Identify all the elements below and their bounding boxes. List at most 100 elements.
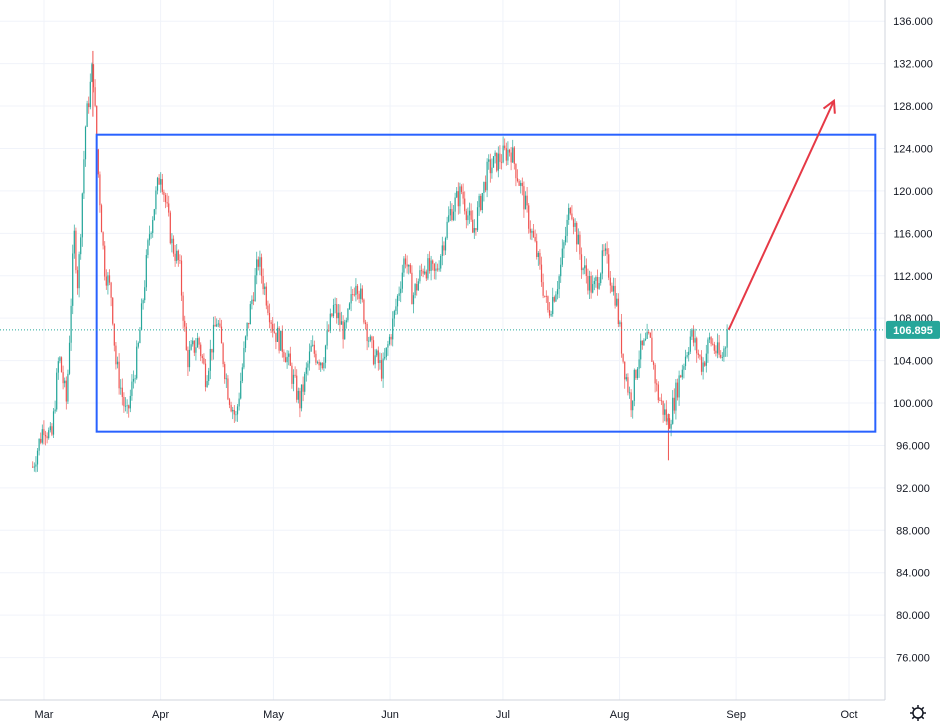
- candle-body: [150, 232, 152, 235]
- candle-body: [664, 409, 666, 415]
- candle-body: [507, 149, 509, 161]
- candle-body: [297, 390, 299, 400]
- candle-body: [628, 392, 631, 394]
- candle-body: [259, 257, 261, 267]
- x-axis-ticks[interactable]: Mar Apr May Jun Jul Aug Sep Oct: [35, 709, 858, 721]
- gear-icon[interactable]: [912, 707, 924, 719]
- candle-body: [403, 258, 405, 273]
- candle-body: [120, 387, 122, 389]
- y-tick-label: 104.000: [893, 356, 933, 368]
- candle-body: [216, 324, 218, 327]
- candle-body: [121, 387, 123, 397]
- candle-body: [310, 345, 312, 352]
- candle-body: [561, 248, 563, 265]
- candle-body: [291, 365, 293, 384]
- candle-body: [51, 426, 53, 435]
- candle-body: [294, 374, 296, 376]
- candle-body: [289, 353, 291, 366]
- candle-body: [547, 296, 549, 311]
- candle-body: [718, 342, 720, 355]
- candle-body: [470, 210, 472, 220]
- annotations[interactable]: [95, 98, 877, 433]
- candle-body: [328, 330, 330, 332]
- candle-body: [526, 195, 528, 206]
- candle-body: [168, 203, 170, 213]
- range-box[interactable]: [95, 133, 877, 433]
- candle-body: [585, 265, 587, 276]
- candle-body: [643, 340, 645, 346]
- candle-body: [475, 228, 477, 231]
- candle-body: [555, 294, 557, 302]
- candle-body: [225, 378, 227, 380]
- candle-body: [393, 311, 395, 319]
- candle-body: [350, 294, 352, 304]
- candle-body: [568, 207, 570, 220]
- candle-body: [657, 384, 659, 401]
- candle-body: [635, 369, 637, 379]
- candle-body: [44, 435, 47, 437]
- x-tick-label: Aug: [610, 709, 630, 721]
- candle-body: [238, 398, 240, 407]
- candle-body: [406, 264, 408, 267]
- candle-body: [427, 258, 429, 279]
- candle-body: [612, 285, 615, 292]
- candle-body: [473, 228, 475, 233]
- candle-body: [80, 237, 82, 255]
- candle-body: [320, 362, 322, 366]
- candle-body: [606, 248, 608, 255]
- x-tick-label: May: [263, 709, 284, 721]
- candle-body: [70, 305, 72, 343]
- candle-body: [558, 276, 560, 290]
- candle-body: [409, 264, 411, 273]
- candle-body: [147, 240, 149, 255]
- candle-body: [118, 361, 120, 389]
- y-tick-label: 76.000: [896, 653, 930, 665]
- candle-body: [208, 370, 210, 382]
- candle-body: [512, 147, 514, 163]
- candle-body: [275, 332, 277, 342]
- y-tick-label: 84.000: [896, 568, 930, 580]
- candle-body: [524, 195, 527, 210]
- candle-body: [49, 426, 51, 431]
- candle-body: [425, 271, 427, 279]
- settings-button[interactable]: [910, 705, 926, 721]
- candle-body: [140, 303, 143, 330]
- candle-body: [379, 360, 381, 364]
- candle-body: [436, 268, 439, 270]
- x-tick-label: Mar: [35, 709, 54, 721]
- y-tick-label: 124.000: [893, 143, 933, 155]
- candle-body: [382, 358, 384, 379]
- candle-body: [704, 362, 706, 366]
- candle-body: [633, 369, 635, 401]
- candle-body: [198, 338, 200, 345]
- candle-body: [228, 399, 231, 405]
- candle-body: [356, 285, 359, 294]
- candle-body: [88, 103, 90, 108]
- trend-arrow[interactable]: [727, 100, 835, 331]
- candle-body: [385, 347, 387, 357]
- candle-body: [196, 338, 199, 348]
- candle-body: [241, 367, 243, 381]
- candle-body: [172, 238, 175, 254]
- candle-body: [230, 404, 232, 412]
- y-tick-label: 116.000: [894, 228, 933, 240]
- candle-body: [132, 378, 135, 382]
- candle-body: [233, 409, 235, 415]
- candle-body: [300, 384, 303, 409]
- candle-body: [75, 230, 77, 271]
- candle-body: [48, 430, 50, 439]
- axes: [0, 0, 886, 701]
- candle-body: [315, 353, 317, 363]
- candle-body: [249, 304, 251, 325]
- candle-body: [417, 281, 419, 291]
- candle-body: [443, 245, 445, 251]
- candle-body: [440, 255, 442, 269]
- candle-body: [603, 250, 605, 252]
- candle-body: [600, 273, 602, 284]
- y-axis-ticks[interactable]: 76.000 80.000 84.000 88.000 92.000 96.000 100.…: [893, 16, 933, 664]
- x-tick-label: Sep: [726, 709, 746, 721]
- candle-body: [35, 464, 37, 467]
- candle-body: [420, 270, 423, 272]
